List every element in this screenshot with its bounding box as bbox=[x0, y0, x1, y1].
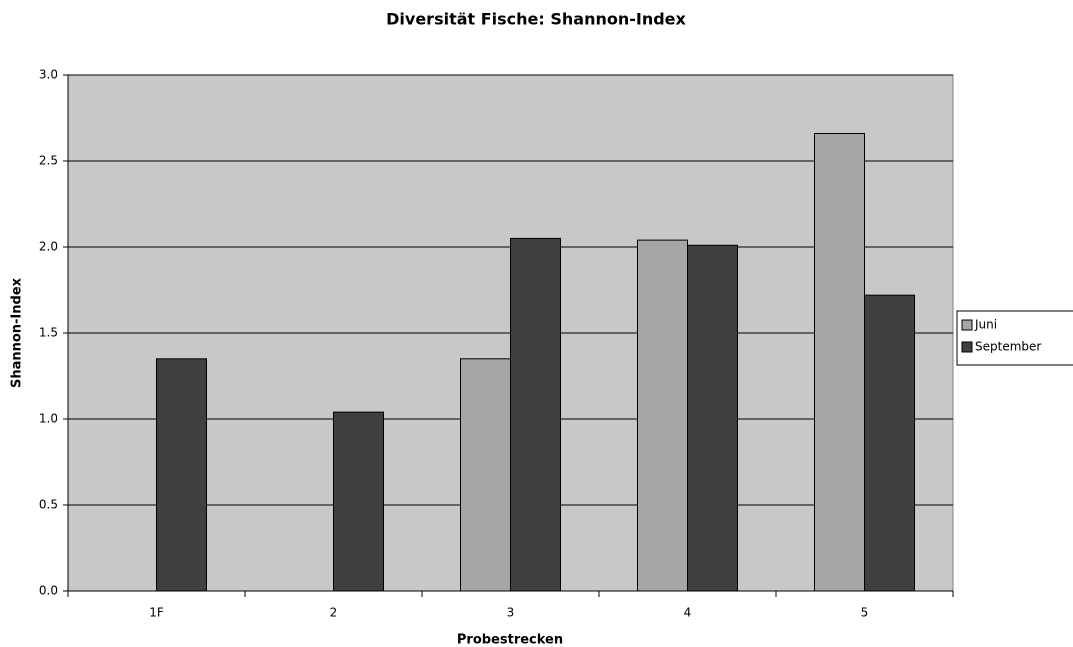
legend-label: September bbox=[975, 340, 1041, 354]
bar bbox=[637, 239, 688, 592]
legend-box bbox=[956, 310, 1073, 366]
y-tick-label: 0.5 bbox=[39, 498, 58, 512]
bar bbox=[460, 358, 511, 592]
y-tick-label: 2.5 bbox=[39, 154, 58, 168]
bar bbox=[156, 358, 207, 592]
y-axis-label: Shannon-Index bbox=[10, 277, 25, 388]
x-tick-label: 5 bbox=[861, 606, 869, 620]
bar bbox=[333, 411, 384, 592]
legend-swatch bbox=[961, 341, 973, 353]
legend-label: Juni bbox=[974, 318, 997, 332]
y-tick-label: 3.0 bbox=[39, 68, 58, 82]
legend-swatch bbox=[961, 319, 973, 331]
x-tick-label: 3 bbox=[507, 606, 515, 620]
y-tick-label: 1.5 bbox=[39, 326, 58, 340]
x-axis-label: Probestrecken bbox=[457, 633, 563, 647]
x-tick-label: 1F bbox=[149, 606, 164, 620]
bar bbox=[814, 132, 865, 592]
bar bbox=[510, 237, 561, 592]
bar bbox=[864, 294, 915, 592]
y-tick-label: 1.0 bbox=[39, 412, 58, 426]
bar bbox=[687, 244, 738, 592]
y-tick-label: 2.0 bbox=[39, 240, 58, 254]
chart-title: Diversität Fische: Shannon-Index bbox=[386, 10, 686, 29]
x-tick-label: 4 bbox=[684, 606, 692, 620]
y-tick-label: 0.0 bbox=[39, 584, 58, 598]
x-tick-label: 2 bbox=[330, 606, 338, 620]
